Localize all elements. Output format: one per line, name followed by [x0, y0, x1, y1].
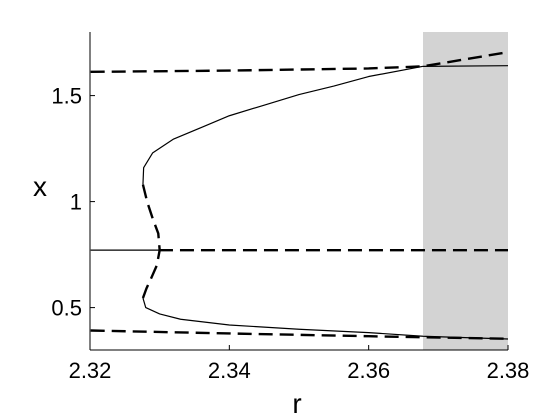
series-line-7 [141, 184, 161, 299]
y-tick-label-0: 0.5 [51, 296, 82, 321]
x-tick-label-3: 2.38 [487, 358, 530, 383]
shaded-region [423, 32, 508, 350]
axes: 2.32 2.34 2.36 2.38 0.5 1 1.5 [51, 32, 529, 383]
x-tick-label-1: 2.34 [208, 358, 251, 383]
y-tick-label-1: 1 [70, 190, 82, 215]
y-axis-label: x [33, 171, 47, 202]
y-tick-label-2: 1.5 [51, 84, 82, 109]
series-line-6 [142, 65, 424, 185]
series-line-4 [90, 329, 509, 340]
plot-area [90, 32, 509, 350]
series-line-2 [90, 50, 509, 74]
series-line-3 [423, 65, 509, 67]
series-line-5 [142, 297, 509, 340]
x-tick-label-2: 2.36 [347, 358, 390, 383]
x-axis-label: r [292, 388, 301, 419]
x-tick-label-0: 2.32 [69, 358, 112, 383]
